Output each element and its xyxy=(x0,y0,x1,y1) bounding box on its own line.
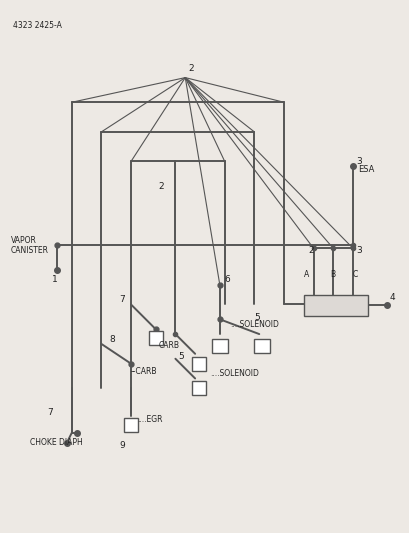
Text: 8: 8 xyxy=(109,335,115,343)
Text: 5: 5 xyxy=(254,313,259,322)
Text: B: B xyxy=(330,270,335,279)
Text: ....EGR: ....EGR xyxy=(137,415,162,424)
Text: ....SOLENOID: ....SOLENOID xyxy=(209,369,258,378)
Text: CHOKE DIAPH: CHOKE DIAPH xyxy=(30,438,83,447)
Text: 4: 4 xyxy=(389,293,394,302)
Text: 9: 9 xyxy=(119,441,125,450)
Text: CARB: CARB xyxy=(158,341,179,350)
Text: 2: 2 xyxy=(158,182,164,191)
Text: CANISTER: CANISTER xyxy=(11,246,49,255)
Text: A: A xyxy=(303,270,308,279)
Bar xyxy=(124,418,137,432)
Bar xyxy=(192,382,205,395)
Bar xyxy=(192,357,205,370)
Text: ....SOLENOID: ....SOLENOID xyxy=(229,320,278,329)
Bar xyxy=(254,339,270,353)
Text: 5: 5 xyxy=(178,352,184,361)
Text: 2: 2 xyxy=(188,63,193,72)
Text: VAPOR: VAPOR xyxy=(11,236,36,245)
Text: ESA: ESA xyxy=(357,165,373,174)
Text: 7: 7 xyxy=(47,408,53,417)
Text: 1: 1 xyxy=(52,275,58,284)
Text: 3: 3 xyxy=(355,246,361,255)
Bar xyxy=(148,331,162,345)
Bar xyxy=(303,295,367,316)
Text: 3: 3 xyxy=(355,157,361,166)
Text: --CARB: --CARB xyxy=(131,367,157,376)
Text: 6: 6 xyxy=(224,276,230,284)
Text: C: C xyxy=(351,270,357,279)
Text: 7: 7 xyxy=(119,295,125,304)
Text: 4323 2425-A: 4323 2425-A xyxy=(13,21,61,30)
Bar xyxy=(211,339,227,353)
Text: 2: 2 xyxy=(308,246,313,255)
